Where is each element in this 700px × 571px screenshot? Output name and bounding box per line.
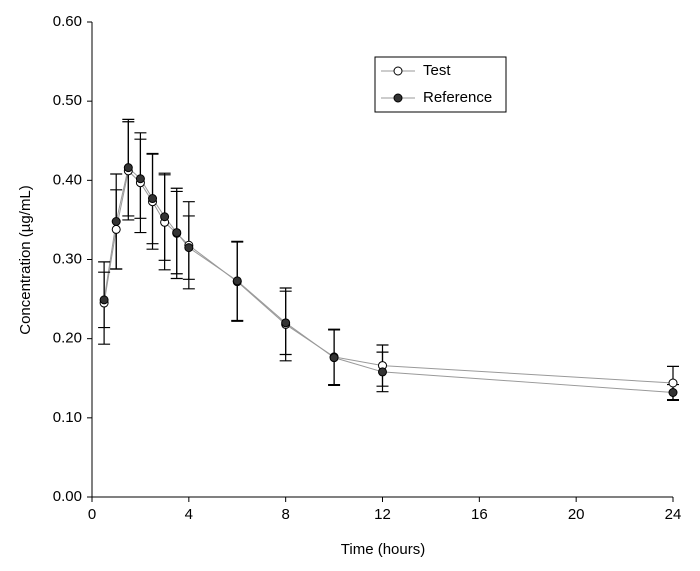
marker [135, 174, 145, 184]
marker [111, 224, 121, 234]
marker [378, 367, 387, 377]
y-tick-label: 0.50 [53, 92, 82, 109]
y-tick-label: 0.60 [53, 13, 82, 30]
x-tick-label: 12 [374, 506, 391, 523]
marker [184, 243, 194, 253]
x-tick-label: 16 [471, 506, 488, 523]
marker [123, 163, 133, 173]
marker [281, 318, 291, 328]
legend-marker [393, 93, 403, 103]
legend-box [374, 56, 507, 113]
y-tick-label: 0.00 [53, 488, 82, 505]
legend-label: Test [423, 62, 451, 79]
marker [111, 217, 121, 226]
legend-marker [393, 66, 403, 76]
y-axis-label: Concentration (µg/mL) [17, 185, 34, 335]
marker [668, 378, 678, 388]
marker [172, 228, 182, 238]
x-tick-label: 20 [568, 506, 585, 523]
y-tick-label: 0.20 [53, 330, 82, 347]
series-line [103, 169, 674, 384]
marker [99, 295, 109, 305]
marker [232, 276, 242, 286]
x-tick-label: 0 [88, 506, 96, 523]
marker [160, 212, 170, 222]
x-tick-label: 24 [665, 506, 682, 523]
marker [148, 194, 158, 204]
x-tick-label: 8 [281, 506, 289, 523]
x-tick-label: 4 [185, 506, 193, 523]
marker [329, 353, 339, 363]
y-tick-label: 0.40 [53, 171, 82, 188]
x-axis-label: Time (hours) [341, 541, 425, 558]
marker [668, 388, 678, 397]
y-tick-label: 0.10 [53, 409, 82, 426]
legend-label: Reference [423, 89, 492, 106]
y-tick-label: 0.30 [53, 250, 82, 267]
